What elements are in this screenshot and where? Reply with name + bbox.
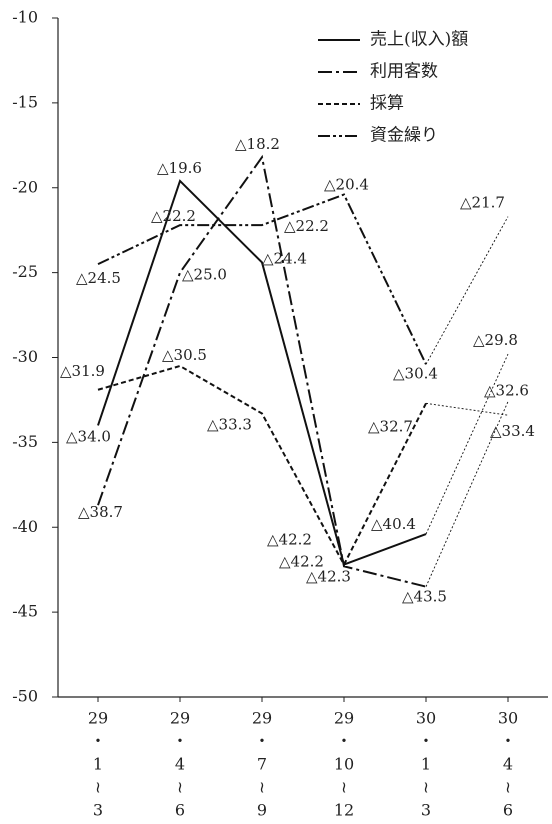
forecast-line: [425, 353, 509, 535]
y-tick-label: -10: [12, 8, 38, 27]
x-tick-label: 1: [421, 755, 431, 774]
x-tick-label: 12: [334, 801, 354, 820]
data-label: △43.5: [402, 588, 447, 606]
data-label: △42.2: [279, 553, 324, 571]
forecast-line: [425, 216, 509, 365]
x-tick-label: ・: [172, 732, 188, 751]
data-label: △32.6: [484, 382, 529, 400]
legend-label: 採算: [370, 94, 404, 114]
data-label: △25.0: [182, 266, 227, 284]
data-label: △42.3: [306, 567, 351, 585]
series-line: [97, 179, 427, 566]
data-label: △30.5: [162, 346, 207, 364]
x-tick-label: ≀: [341, 778, 347, 797]
x-tick-label: ・: [336, 732, 352, 751]
data-label: △19.6: [157, 159, 202, 177]
x-tick-label: 6: [175, 801, 185, 820]
data-label: △34.0: [66, 427, 111, 445]
forecast-line: [425, 402, 509, 416]
y-tick-label: -50: [12, 687, 38, 706]
series-line: [97, 193, 427, 365]
data-label: △33.3: [207, 416, 252, 434]
y-tick-label: -35: [12, 432, 38, 451]
x-tick-label: 1: [93, 755, 103, 774]
data-label: △31.9: [60, 362, 105, 380]
legend-label: 売上(収入)額: [370, 30, 468, 50]
data-label: △20.4: [324, 176, 369, 194]
x-tick-label: 6: [503, 801, 513, 820]
x-tick-label: 4: [175, 755, 185, 774]
forecast-line: [425, 401, 509, 587]
x-tick-label: ・: [500, 732, 516, 751]
x-tick-label: 29: [170, 709, 190, 728]
x-tick-label: 30: [416, 709, 436, 728]
data-label: △24.5: [76, 269, 121, 287]
data-label: △22.2: [284, 217, 329, 235]
data-label: △38.7: [78, 503, 123, 521]
x-tick-label: 3: [421, 801, 431, 820]
data-label: △24.4: [262, 249, 307, 267]
y-tick-label: -20: [12, 177, 38, 196]
legend-label: 資金繰り: [370, 126, 438, 146]
data-label: △18.2: [235, 135, 280, 153]
y-tick-label: -15: [12, 92, 38, 111]
x-tick-label: ≀: [259, 778, 265, 797]
x-tick-label: 29: [252, 709, 272, 728]
data-label: △40.4: [371, 515, 416, 533]
y-tick-label: -30: [12, 347, 38, 366]
x-tick-label: 3: [93, 801, 103, 820]
x-tick-label: 7: [257, 755, 267, 774]
data-label: △33.4: [490, 422, 535, 440]
y-tick-label: -25: [12, 262, 38, 281]
x-tick-label: 9: [257, 801, 267, 820]
y-tick-label: -45: [12, 602, 38, 621]
x-tick-label: 30: [498, 709, 518, 728]
series-line: [97, 364, 427, 567]
x-tick-label: ≀: [177, 778, 183, 797]
x-tick-label: 29: [88, 709, 108, 728]
data-label: △29.8: [473, 331, 518, 349]
x-tick-label: 10: [334, 755, 354, 774]
x-tick-label: 4: [503, 755, 513, 774]
data-label: △22.2: [151, 207, 196, 225]
data-label: △42.2: [267, 531, 312, 549]
x-tick-label: ・: [90, 732, 106, 751]
x-tick-label: ・: [254, 732, 270, 751]
x-tick-label: ≀: [423, 778, 429, 797]
x-tick-label: 29: [334, 709, 354, 728]
x-tick-label: ・: [418, 732, 434, 751]
legend-label: 利用客数: [370, 62, 438, 82]
y-tick-label: -40: [12, 517, 38, 536]
data-label: △30.4: [393, 364, 438, 382]
series-line: [97, 154, 427, 588]
x-tick-label: ≀: [95, 778, 101, 797]
data-label: △21.7: [460, 194, 505, 212]
x-tick-label: ≀: [505, 778, 511, 797]
data-label: △32.7: [368, 417, 413, 435]
